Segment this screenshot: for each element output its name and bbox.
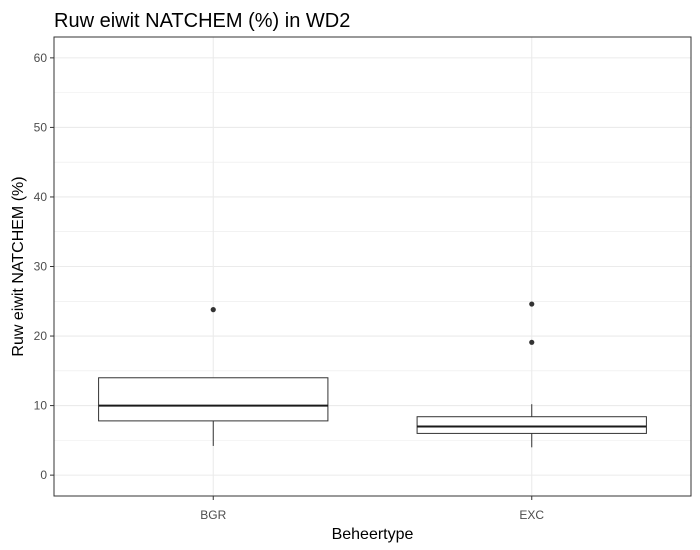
- iqr-box: [98, 377, 329, 422]
- iqr-box: [416, 416, 647, 434]
- y-axis: 0 10 20 30 40 50 60: [34, 51, 54, 482]
- outlier-point: [529, 339, 535, 345]
- y-tick-label: 40: [34, 190, 48, 204]
- y-tick-label: 30: [34, 260, 48, 274]
- outlier-point: [529, 301, 535, 307]
- x-axis: BGR EXC: [200, 496, 544, 522]
- boxes: [98, 301, 647, 448]
- y-tick-label: 60: [34, 51, 48, 65]
- y-tick-label: 10: [34, 399, 48, 413]
- x-tick-label: EXC: [519, 508, 544, 522]
- y-axis-title: Ruw eiwit NATCHEM (%): [10, 176, 27, 356]
- minor-gridlines: [54, 92, 691, 441]
- y-tick-label: 50: [34, 120, 48, 134]
- outlier-point: [210, 307, 216, 313]
- box-bgr: [98, 307, 329, 446]
- x-axis-title: Beheertype: [332, 526, 414, 543]
- y-tick-label: 20: [34, 329, 48, 343]
- x-tick-label: BGR: [200, 508, 226, 522]
- box-exc: [416, 301, 647, 448]
- y-tick-label: 0: [40, 468, 47, 482]
- chart-title: Ruw eiwit NATCHEM (%) in WD2: [54, 10, 350, 32]
